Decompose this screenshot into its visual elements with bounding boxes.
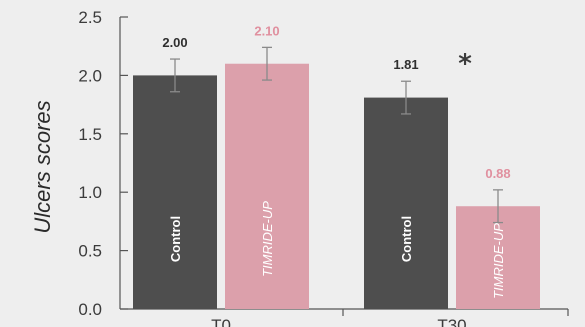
- bar: [364, 97, 448, 309]
- y-tick-label: 1.0: [78, 183, 102, 202]
- y-tick-label: 1.5: [78, 125, 102, 144]
- value-label: 0.88: [485, 166, 510, 181]
- y-tick-label: 0.0: [78, 300, 102, 319]
- annotations: *: [458, 49, 472, 79]
- value-label: 1.81: [393, 57, 418, 72]
- x-tick-label: T30: [437, 316, 466, 327]
- x-tick-label: T0: [211, 316, 231, 327]
- y-tick-label: 2.5: [78, 8, 102, 27]
- value-label: 2.00: [162, 35, 187, 50]
- bar: [133, 75, 217, 310]
- y-tick-label: 2.0: [78, 66, 102, 85]
- bar: [225, 63, 309, 309]
- y-tick-label: 0.5: [78, 242, 102, 261]
- y-axis-label: Ulcers scores: [30, 100, 55, 233]
- bar-series-label: TIMRIDE-UP: [260, 201, 275, 277]
- value-label: 2.10: [254, 23, 279, 38]
- bar-series-label: Control: [168, 216, 183, 262]
- bar-series-label: Control: [399, 216, 414, 262]
- significance-marker: *: [458, 49, 472, 79]
- bar-series-label: TIMRIDE-UP: [491, 223, 506, 299]
- bar: [456, 206, 540, 309]
- bars: 2.00 Control 1.81 Control 2.10 TIMRIDE-UP 0.88…: [133, 23, 540, 310]
